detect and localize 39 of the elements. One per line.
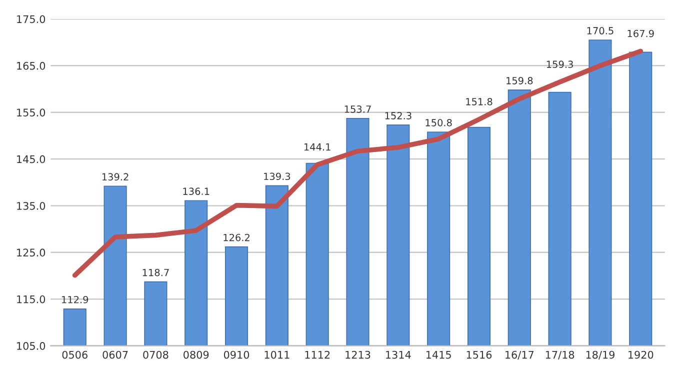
line-series	[72, 48, 644, 278]
x-tick-label: 0910	[224, 350, 250, 359]
x-tick-label: 1213	[346, 350, 370, 359]
x-tick-label: 1516	[466, 350, 492, 359]
x-tick-label: 1112	[305, 350, 330, 359]
y-tick-label: 155.0	[17, 108, 46, 116]
data-label: 139.3	[264, 172, 290, 180]
x-tick-label: 1415	[426, 350, 451, 359]
data-label: 150.8	[426, 119, 452, 126]
data-label: 152.3	[385, 112, 412, 120]
data-label: 126.2	[224, 234, 250, 242]
data-label: 112.9	[62, 296, 88, 304]
data-label: 159.3	[546, 60, 573, 68]
x-tick-label: 0506	[62, 350, 88, 359]
data-label: 118.7	[142, 268, 169, 276]
x-tick-label: 1011	[264, 350, 290, 359]
y-tick-label: 105.0	[17, 342, 46, 350]
y-tick-label: 175.0	[17, 15, 46, 24]
x-tick-label: 0708	[143, 350, 168, 359]
y-tick-label: 165.0	[17, 62, 46, 70]
data-label: 167.9	[628, 30, 654, 38]
x-tick-label: 17/18	[546, 350, 574, 360]
x-tick-label: 1314	[386, 350, 411, 359]
data-label: 153.7	[344, 105, 371, 113]
data-label: 159.8	[506, 76, 533, 84]
data-label: 151.8	[466, 98, 492, 106]
x-tick-label: 18/19	[586, 350, 614, 360]
data-label: 170.5	[587, 27, 614, 34]
x-tick-label: 1920	[628, 350, 654, 359]
y-tick-label: 135.0	[17, 202, 46, 210]
y-tick-label: 145.0	[17, 155, 46, 164]
x-tick-label: 0607	[102, 350, 128, 359]
y-tick-label: 125.0	[17, 248, 46, 257]
data-label: 139.2	[102, 173, 128, 181]
x-tick-label: 0809	[184, 350, 209, 359]
data-label: 136.1	[183, 188, 210, 195]
x-tick-label: 16/17	[506, 350, 534, 360]
y-tick-label: 115.0	[17, 295, 46, 304]
data-label: 144.1	[304, 143, 330, 150]
